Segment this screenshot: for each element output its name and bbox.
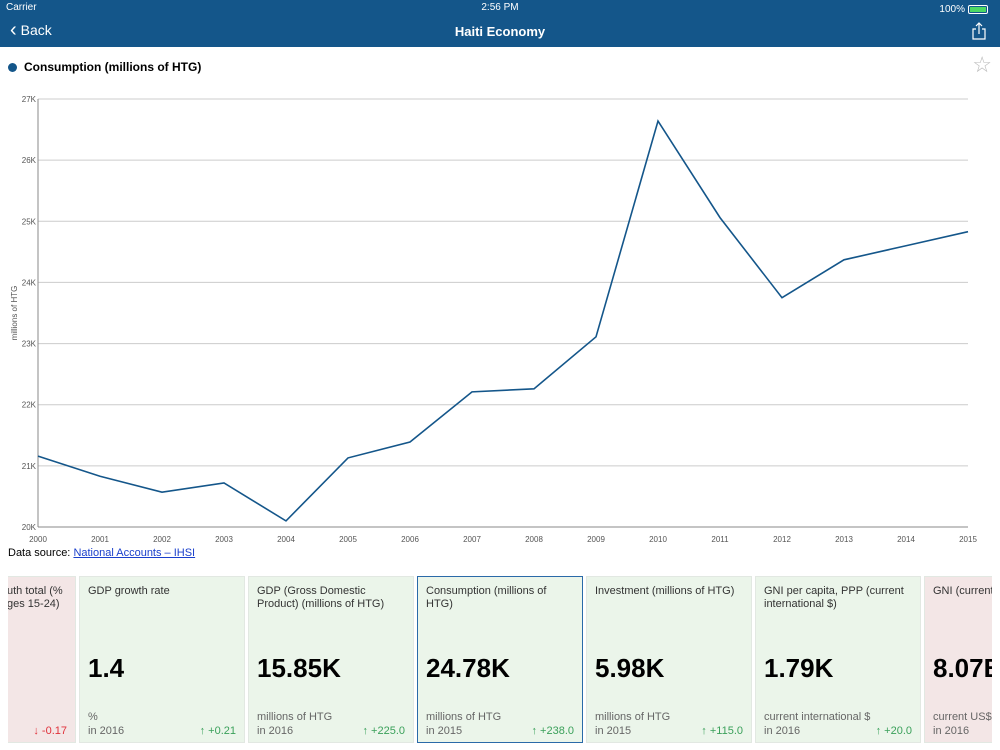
battery-indicator: 100% [939, 4, 988, 15]
back-button[interactable]: ‹ Back [10, 19, 52, 41]
battery-percent: 100% [939, 4, 965, 15]
data-source: Data source: National Accounts – IHSI [8, 547, 195, 559]
chart-title-text: Consumption (millions of HTG) [24, 60, 202, 74]
x-tick-label: 2004 [277, 535, 295, 544]
y-tick-label: 24K [22, 278, 37, 287]
card-title: GDP growth rate [88, 585, 170, 597]
y-tick-label: 21K [22, 462, 37, 471]
x-tick-label: 2006 [401, 535, 419, 544]
card-delta: ↑ +225.0 [362, 725, 405, 737]
card-year: in 2016 [257, 725, 294, 737]
source-label: Data source: [8, 547, 71, 559]
indicator-card[interactable]: GDP growth rate 1.4% in 2016 ↑ +0.21 [79, 576, 245, 743]
y-axis-label: millions of HTG [10, 286, 19, 341]
x-tick-label: 2013 [835, 535, 853, 544]
indicator-card[interactable]: GDP (Gross Domestic Product) (millions o… [248, 576, 414, 743]
card-unit: % [88, 711, 98, 723]
card-value: 1.4 [88, 653, 125, 683]
x-tick-label: 2015 [959, 535, 977, 544]
indicator-card[interactable]: Consumption (millions of HTG) 24.78K milli… [417, 576, 583, 743]
card-title: Consumption (millions of HTG) [426, 585, 547, 610]
card-unit: millions of HTG [257, 711, 333, 723]
battery-icon [968, 5, 988, 14]
back-label: Back [20, 22, 52, 38]
x-tick-label: 2003 [215, 535, 233, 544]
x-tick-label: 2009 [587, 535, 605, 544]
indicator-card[interactable]: Investment (millions of HTG) 5.98K million… [586, 576, 752, 743]
card-unit: millions of HTG [595, 711, 671, 723]
card-value: 24.78K [426, 653, 510, 683]
card-delta: ↑ +238.0 [531, 725, 574, 737]
x-tick-label: 2005 [339, 535, 357, 544]
series-line [37, 119, 969, 522]
y-tick-label: 26K [22, 156, 37, 165]
card-title: GDP (Gross Domestic Product) (millions o… [257, 585, 385, 610]
y-tick-label: 22K [22, 401, 37, 410]
x-tick-label: 2010 [649, 535, 667, 544]
navigation-bar: Carrier 2:56 PM 100% ‹ Back Haiti Economy [0, 0, 1000, 47]
card-year: in 2016 [88, 725, 125, 737]
x-tick-label: 2002 [153, 535, 171, 544]
chevron-left-icon: ‹ [10, 19, 17, 41]
card-title: GNI per capita, PPP (current internation… [764, 585, 904, 610]
card-delta: ↓ -0.17 [33, 725, 67, 737]
card-value: 15.85K [257, 653, 341, 683]
card-title: uth total (% ges 15-24) [8, 585, 63, 610]
card-value: 1.79K [764, 653, 834, 683]
x-tick-label: 2007 [463, 535, 481, 544]
share-icon[interactable] [972, 22, 986, 40]
card-unit: millions of HTG [426, 711, 502, 723]
indicator-card[interactable]: GNI per capita, PPP (current internation… [755, 576, 921, 743]
y-tick-label: 20K [22, 523, 37, 532]
indicator-card[interactable]: uth total (% ges 15-24) ↓ -0.17 [8, 576, 76, 743]
y-tick-label: 25K [22, 217, 37, 226]
card-year: in 2016 [933, 725, 970, 737]
clock: 2:56 PM [481, 2, 519, 13]
x-tick-label: 2012 [773, 535, 791, 544]
card-year: in 2015 [595, 725, 632, 737]
card-title: Investment (millions of HTG) [595, 585, 735, 597]
card-delta: ↑ +20.0 [875, 725, 912, 737]
y-tick-label: 23K [22, 340, 37, 349]
card-value: 5.98K [595, 653, 665, 683]
card-title: GNI (current US$) [933, 585, 992, 597]
chart-title: Consumption (millions of HTG) [8, 60, 201, 74]
card-value: 8.07B [933, 653, 992, 683]
y-tick-label: 27K [22, 95, 37, 104]
card-year: in 2016 [764, 725, 801, 737]
line-chart: 20K 21K 22K 23K 24K 25K 26K 27K 2000 2001 2002 2003… [10, 95, 977, 544]
card-delta: ↑ +0.21 [199, 725, 236, 737]
x-tick-label: 2011 [711, 535, 729, 544]
indicator-cards[interactable]: uth total (% ges 15-24) ↓ -0.17 GDP growth… [8, 576, 992, 743]
card-delta: ↑ +115.0 [701, 725, 743, 737]
series-dot [8, 62, 17, 72]
x-tick-label: 2008 [525, 535, 543, 544]
source-link[interactable]: National Accounts – IHSI [73, 547, 196, 559]
x-tick-label: 2014 [897, 535, 915, 544]
carrier-label: Carrier [6, 2, 37, 13]
x-tick-label: 2001 [91, 535, 109, 544]
card-unit: current US$ [933, 711, 992, 723]
favorite-star-icon[interactable]: ☆ [972, 52, 992, 77]
card-year: in 2015 [426, 725, 463, 737]
x-tick-label: 2000 [29, 535, 47, 544]
page-title: Haiti Economy [454, 24, 546, 39]
card-unit: current international $ [764, 711, 871, 723]
indicator-card[interactable]: GNI (current US$) 8.07B current US$ in 2016 [924, 576, 992, 743]
